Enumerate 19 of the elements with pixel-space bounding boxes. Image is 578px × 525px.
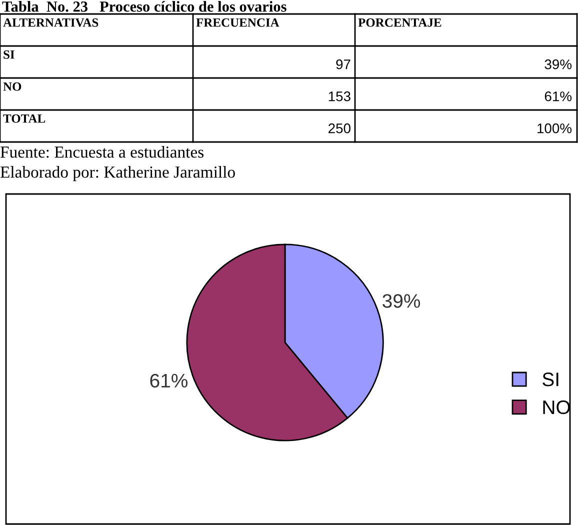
text: FRECUENCIA [196, 18, 280, 27]
data-label: 61% [150, 374, 188, 388]
text: 153 [328, 91, 350, 102]
text: TOTAL [3, 114, 46, 123]
text: 250 [328, 123, 350, 134]
source-note: Fuente: Encuesta a estudiantes [0, 146, 204, 158]
text: ALTERNATIVAS [3, 18, 98, 27]
text: 97 [336, 59, 350, 70]
text: 39% [544, 59, 572, 70]
text: 61% [544, 91, 572, 102]
text: 100% [538, 123, 572, 134]
data-label: 39% [382, 294, 420, 308]
category-label: NO [3, 82, 22, 91]
chart-title: Tabla No. 23 Proceso cíclico de los ovarios [2, 0, 286, 12]
legend-label: SI [542, 372, 558, 386]
legend-label: NO [543, 400, 570, 414]
text: PORCENTAJE [358, 18, 442, 27]
category-label: SI [4, 50, 14, 59]
text: Elaborado por: Katherine Jaramillo [0, 166, 235, 182]
